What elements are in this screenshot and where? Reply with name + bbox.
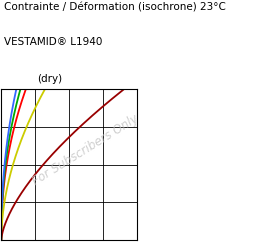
Text: (dry): (dry)	[37, 74, 62, 84]
Text: VESTAMID® L1940: VESTAMID® L1940	[4, 37, 102, 47]
Text: For Subscribers Only: For Subscribers Only	[30, 112, 141, 188]
Text: Contrainte / Déformation (isochrone) 23°C: Contrainte / Déformation (isochrone) 23°…	[4, 3, 226, 13]
